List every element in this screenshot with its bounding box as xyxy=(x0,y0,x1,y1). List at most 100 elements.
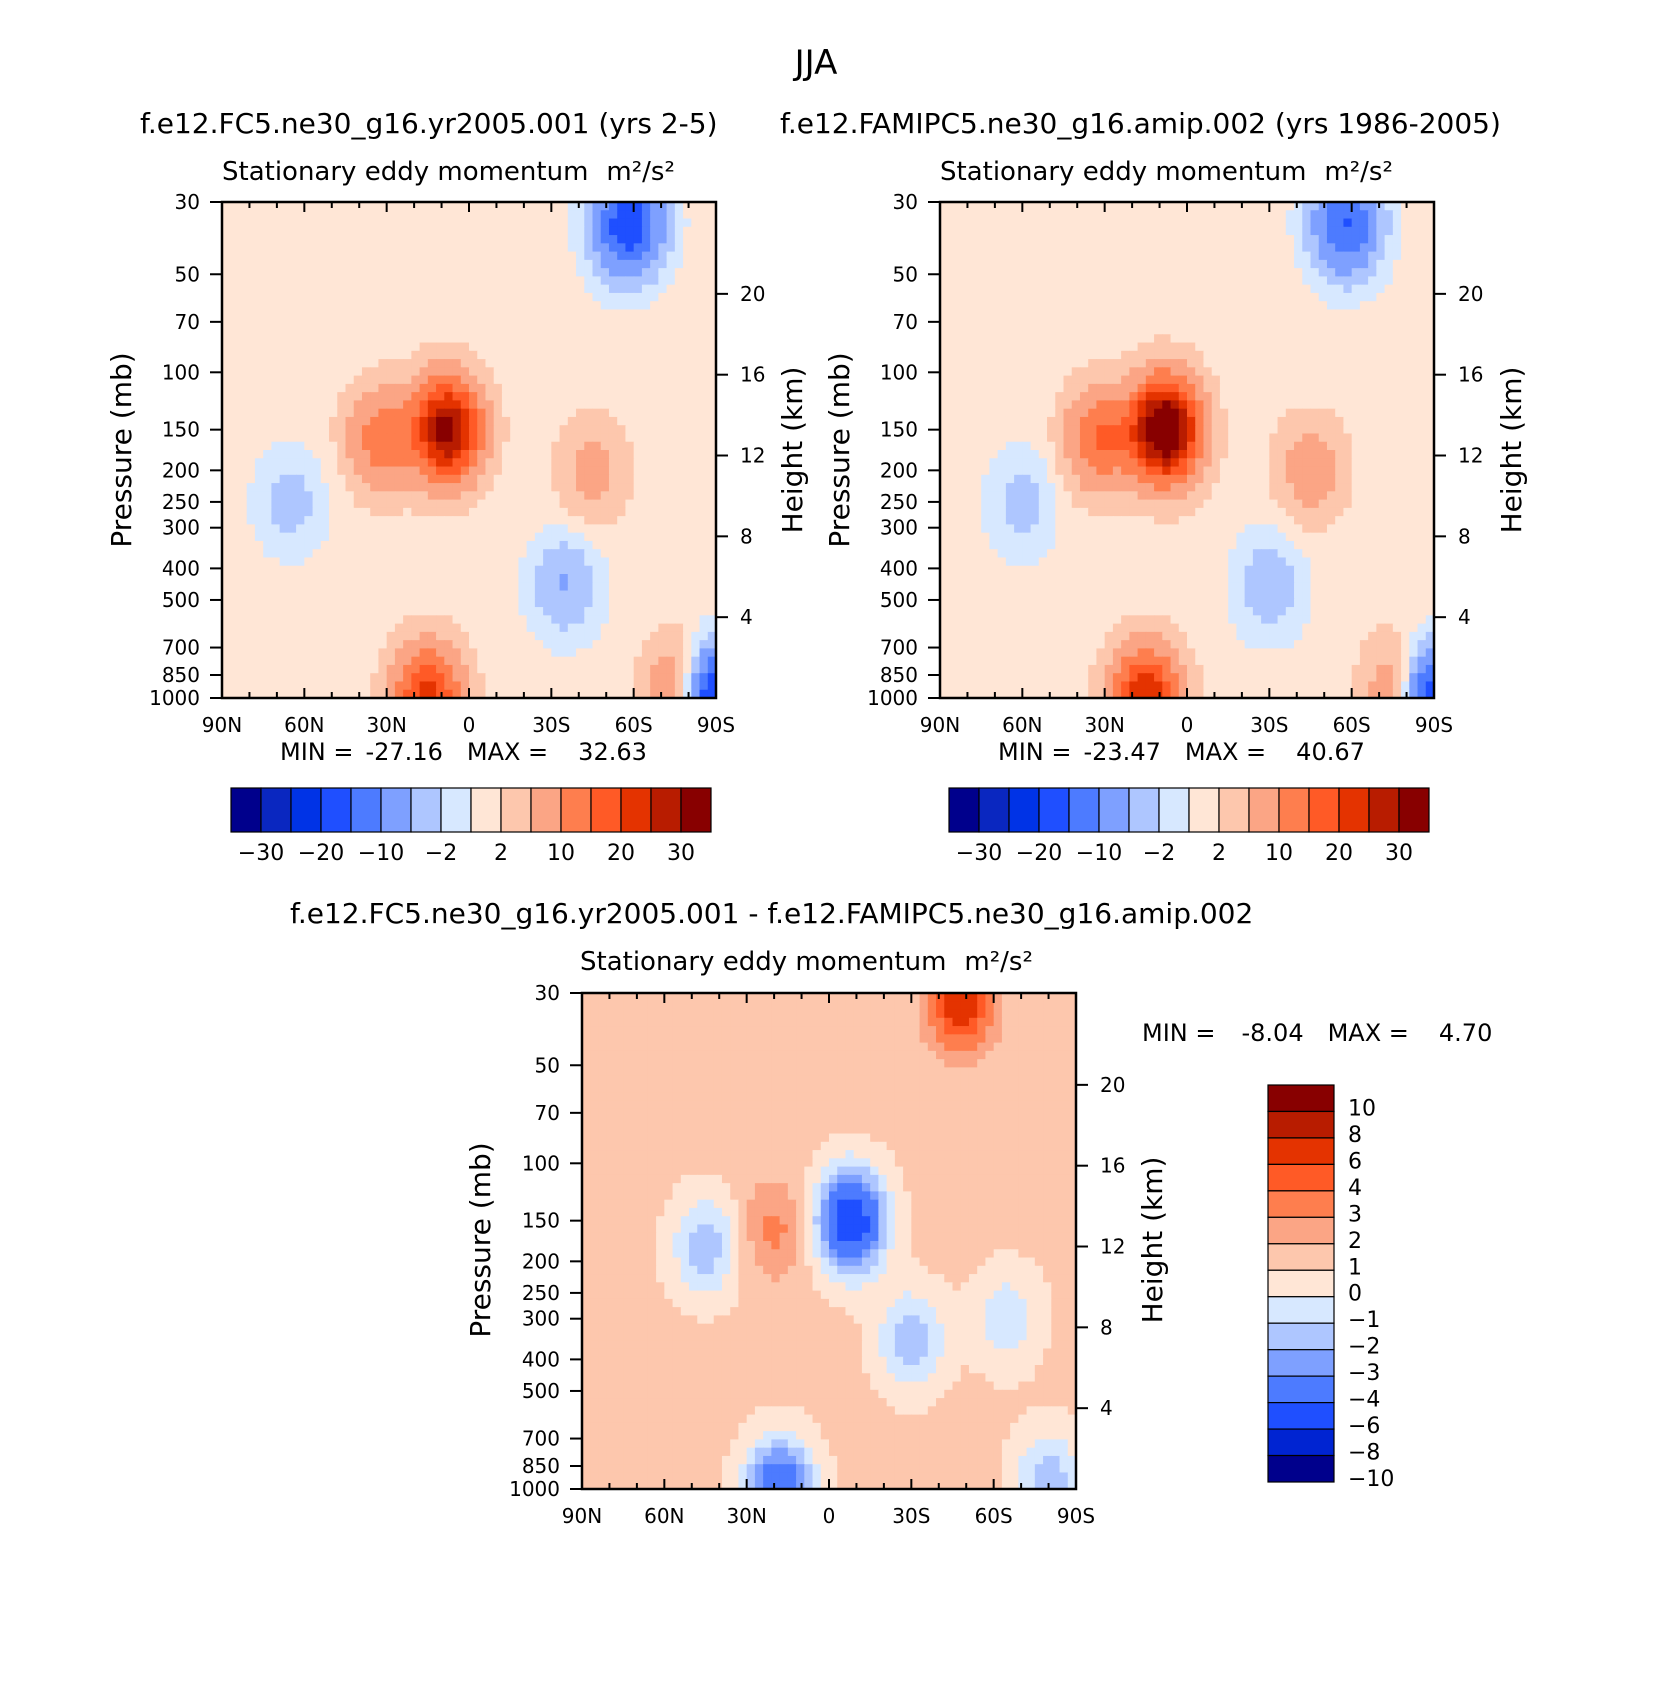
heatmap-cell xyxy=(304,648,314,658)
heatmap-cell xyxy=(312,689,322,699)
heatmap-cell xyxy=(263,516,272,525)
heatmap-cell xyxy=(320,631,330,641)
heatmap-cell xyxy=(584,301,594,311)
heatmap-cell xyxy=(1326,243,1336,253)
heatmap-cell xyxy=(1285,292,1295,302)
heatmap-cell xyxy=(403,251,412,261)
heatmap-cell xyxy=(485,574,495,583)
heatmap-cell xyxy=(353,309,363,319)
heatmap-cell xyxy=(222,681,231,691)
heatmap-cell xyxy=(997,243,1007,253)
heatmap-cell xyxy=(691,673,701,683)
heatmap-cell xyxy=(576,598,585,608)
heatmap-cell xyxy=(567,673,577,683)
heatmap-cell xyxy=(510,292,519,302)
heatmap-cell xyxy=(378,408,388,418)
heatmap-cell xyxy=(444,259,454,269)
heatmap-cell xyxy=(1384,326,1394,335)
heatmap-cell xyxy=(989,268,999,277)
heatmap-cell xyxy=(263,499,272,509)
heatmap-cell xyxy=(559,317,569,327)
heatmap-cell xyxy=(567,408,577,418)
heatmap-cell xyxy=(592,474,602,484)
heatmap-cell xyxy=(1162,359,1172,368)
heatmap-cell xyxy=(707,664,717,674)
heatmap-cell xyxy=(1038,359,1048,368)
heatmap-cell xyxy=(304,350,314,360)
heatmap-cell xyxy=(1351,367,1361,377)
heatmap-cell xyxy=(633,292,643,302)
heatmap-cell xyxy=(452,301,462,311)
heatmap-cell xyxy=(493,450,503,459)
heatmap-cell xyxy=(1335,284,1345,294)
heatmap-cell xyxy=(1137,367,1147,377)
heatmap-cell xyxy=(304,450,314,459)
heatmap-cell xyxy=(551,202,561,211)
heatmap-cell xyxy=(1392,235,1402,244)
heatmap-cell xyxy=(600,466,610,476)
heatmap-cell xyxy=(1318,276,1328,286)
heatmap-cell xyxy=(989,276,999,286)
heatmap-cell xyxy=(394,574,404,583)
heatmap-cell xyxy=(584,648,594,658)
heatmap-cell xyxy=(956,350,966,360)
panel-2-units: m²/s² xyxy=(1324,157,1392,187)
heatmap-cell xyxy=(567,392,577,401)
heatmap-cell xyxy=(956,284,966,294)
heatmap-cell xyxy=(559,326,569,335)
heatmap-cell xyxy=(567,416,577,426)
heatmap-cell xyxy=(972,218,982,228)
heatmap-cell xyxy=(230,565,240,575)
heatmap-cell xyxy=(337,507,347,517)
heatmap-cell xyxy=(452,309,462,319)
heatmap-cell xyxy=(230,499,240,509)
heatmap-cell xyxy=(674,226,684,236)
heatmap-cell xyxy=(361,218,371,228)
heatmap-cell xyxy=(320,483,330,492)
heatmap-cell xyxy=(543,615,552,625)
heatmap-cell xyxy=(584,243,594,253)
heatmap-cell xyxy=(600,334,610,344)
heatmap-cell xyxy=(493,631,503,641)
heatmap-cell xyxy=(1178,243,1188,253)
heatmap-cell xyxy=(370,276,380,286)
heatmap-cell xyxy=(411,507,421,517)
heatmap-cell xyxy=(972,292,982,302)
heatmap-cell xyxy=(981,342,990,352)
y-tick-label: 300 xyxy=(162,516,200,540)
heatmap-cell xyxy=(370,202,380,211)
heatmap-cell xyxy=(436,450,445,459)
heatmap-cell xyxy=(370,400,380,410)
heatmap-cell xyxy=(403,400,412,410)
heatmap-cell xyxy=(1112,202,1122,211)
heatmap-cell xyxy=(641,607,651,616)
heatmap-cell xyxy=(304,656,314,666)
heatmap-cell xyxy=(1335,359,1345,368)
heatmap-cell xyxy=(981,218,990,228)
heatmap-cell xyxy=(567,565,577,575)
heatmap-cell xyxy=(444,516,454,525)
heatmap-cell xyxy=(526,565,536,575)
heatmap-cell xyxy=(378,301,388,311)
heatmap-cell xyxy=(329,218,338,228)
heatmap-cell xyxy=(600,309,610,319)
heatmap-cell xyxy=(469,549,478,559)
heatmap-cell xyxy=(551,450,561,459)
heatmap-cell xyxy=(633,483,643,492)
heatmap-cell xyxy=(592,565,602,575)
heatmap-cell xyxy=(287,532,297,542)
heatmap-cell xyxy=(641,549,651,559)
heatmap-cell xyxy=(411,400,421,410)
heatmap-cell xyxy=(617,524,627,534)
heatmap-cell xyxy=(254,292,264,302)
heatmap-cell xyxy=(469,375,478,385)
heatmap-cell xyxy=(559,284,569,294)
heatmap-cell xyxy=(510,656,519,666)
heatmap-cell xyxy=(287,284,297,294)
heatmap-cell xyxy=(378,259,388,269)
heatmap-cell xyxy=(1392,226,1402,236)
heatmap-cell xyxy=(246,640,256,649)
heatmap-cell xyxy=(641,631,651,641)
heatmap-cell xyxy=(543,235,552,244)
heatmap-cell xyxy=(1178,235,1188,244)
